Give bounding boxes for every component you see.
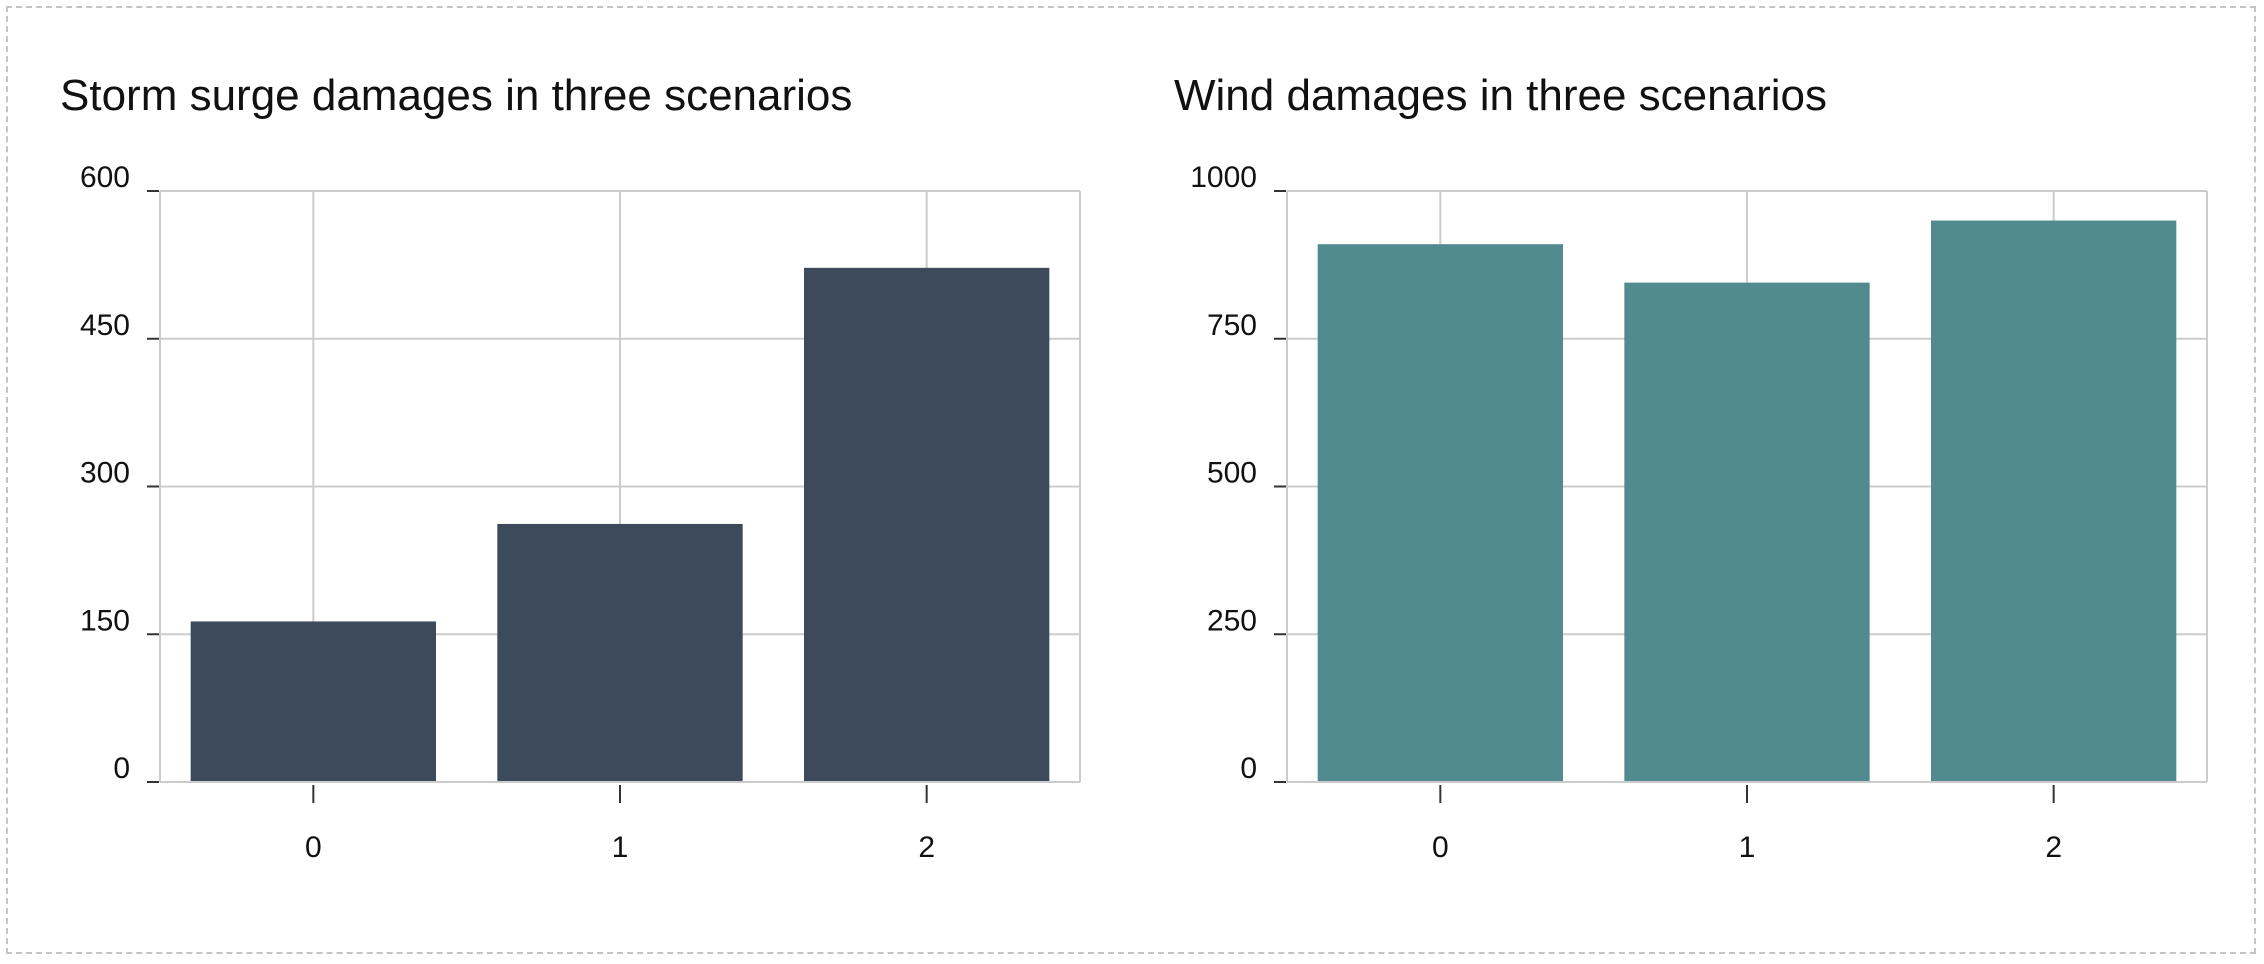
storm-ytick-label: 450 (80, 309, 130, 342)
wind-ytick-label: 1000 (1190, 161, 1257, 194)
storm-xtick-label: 2 (918, 831, 935, 864)
storm-ytick-label: 300 (80, 457, 130, 490)
wind-bar-0 (1317, 244, 1563, 782)
storm-bar-2 (804, 267, 1050, 783)
storm-ytick-label: 0 (113, 752, 130, 785)
wind-bar-2 (1931, 220, 2177, 783)
wind-bar-chart: 0 250 500 750 1000 0 1 2 (1190, 161, 2208, 864)
storm-ytick-label: 150 (80, 604, 130, 637)
storm-bar-0 (190, 621, 436, 782)
wind-bar-1 (1624, 282, 1870, 782)
wind-ytick-label: 750 (1207, 309, 1257, 342)
wind-ytick-label: 500 (1207, 457, 1257, 490)
storm-bar-1 (497, 523, 743, 782)
wind-ytick-label: 0 (1240, 752, 1257, 785)
wind-xtick-label: 0 (1432, 831, 1449, 864)
storm-surge-bar-chart: 0 150 300 450 600 0 1 2 (80, 161, 1081, 864)
storm-ytick-label: 600 (80, 161, 130, 194)
wind-xtick-label: 2 (2045, 831, 2062, 864)
wind-ytick-label: 250 (1207, 604, 1257, 637)
wind-xtick-label: 1 (1739, 831, 1756, 864)
storm-surge-chart-title: Storm surge damages in three scenarios (60, 71, 853, 120)
storm-xtick-label: 1 (612, 831, 629, 864)
wind-chart-title: Wind damages in three scenarios (1174, 71, 1827, 120)
figure-frame (6, 6, 2256, 954)
storm-xtick-label: 0 (305, 831, 322, 864)
